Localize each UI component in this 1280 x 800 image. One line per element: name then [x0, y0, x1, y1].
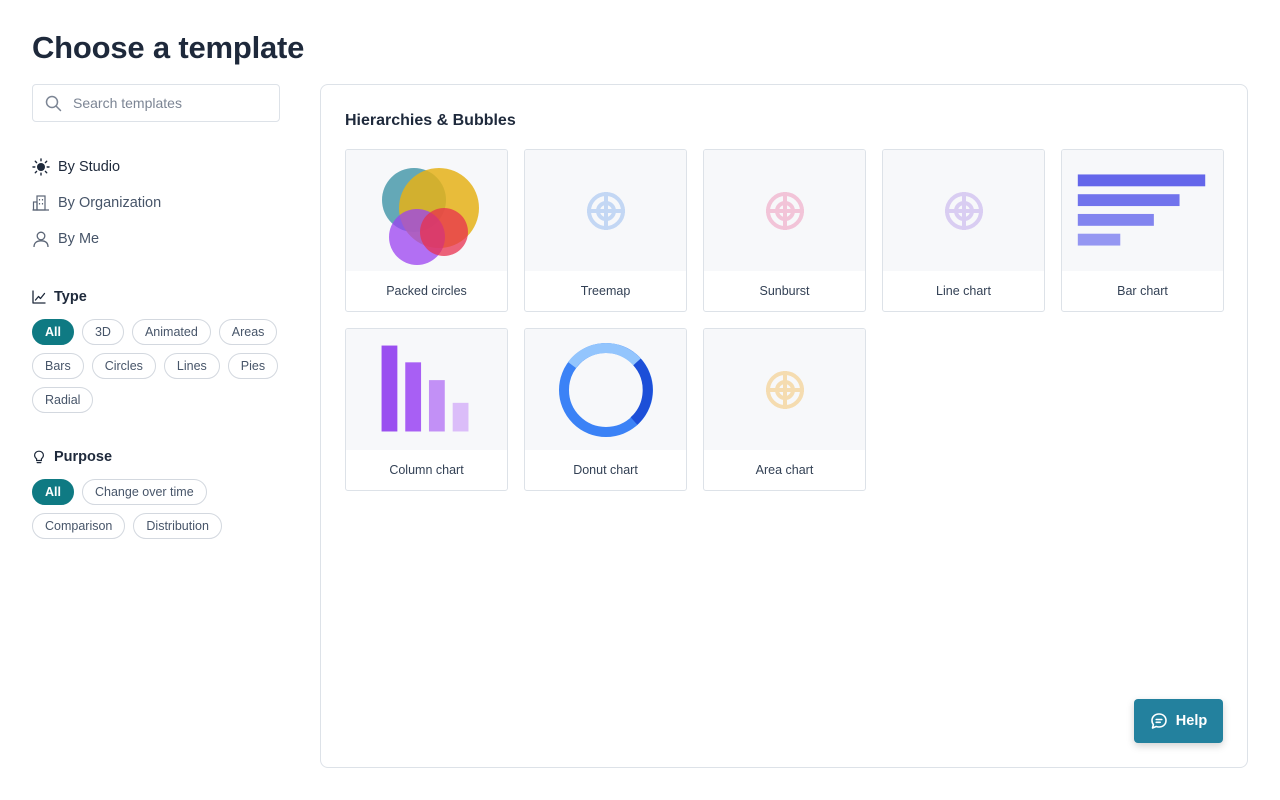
- template-label: Area chart: [755, 463, 814, 477]
- page-title: Choose a template: [32, 30, 305, 65]
- template-label: Donut chart: [573, 463, 638, 477]
- chip-purpose-comparison[interactable]: Comparison: [32, 513, 126, 539]
- chip-type-circles[interactable]: Circles: [91, 353, 156, 379]
- line-chart-icon: [32, 290, 46, 304]
- template-card-bar-chart[interactable]: Bar chart: [1061, 149, 1224, 312]
- crosshair-icon: [883, 150, 1044, 271]
- purpose-heading: Purpose: [32, 447, 280, 467]
- template-card-donut-chart[interactable]: Donut chart: [524, 328, 687, 491]
- template-label: Bar chart: [1117, 284, 1168, 298]
- bar-chart-thumbnail: [1062, 150, 1223, 271]
- nav-by-organization[interactable]: By Organization: [32, 185, 280, 221]
- crosshair-icon: [704, 329, 865, 450]
- nav-label: By Organization: [58, 195, 162, 211]
- type-chips: All 3D Animated Areas Bars Circles Lines…: [32, 319, 282, 413]
- column-chart-thumbnail: [346, 329, 507, 450]
- type-heading: Type: [32, 287, 280, 307]
- template-label: Treemap: [580, 284, 631, 298]
- chip-type-animated[interactable]: Animated: [131, 319, 211, 345]
- help-label: Help: [1175, 713, 1208, 729]
- nav-label: By Studio: [58, 159, 121, 175]
- user-icon: [32, 230, 50, 248]
- template-card-area-chart[interactable]: Area chart: [703, 328, 866, 491]
- sidebar: By Studio By Organization B: [32, 84, 280, 539]
- chip-type-areas[interactable]: Areas: [218, 319, 278, 345]
- template-label: Line chart: [936, 284, 991, 298]
- lightbulb-icon: [32, 450, 46, 464]
- crosshair-icon: [704, 150, 865, 271]
- template-card-packed-circles[interactable]: Packed circles: [345, 149, 508, 312]
- chip-type-pies[interactable]: Pies: [227, 353, 279, 379]
- templates-panel: Hierarchies & Bubbles Packed circles: [320, 84, 1248, 768]
- template-label: Packed circles: [386, 284, 467, 298]
- nav-label: By Me: [58, 231, 100, 247]
- chip-type-bars[interactable]: Bars: [32, 353, 84, 379]
- nav-by-studio[interactable]: By Studio: [32, 149, 280, 185]
- nav-by-me[interactable]: By Me: [32, 221, 280, 257]
- chip-type-lines[interactable]: Lines: [163, 353, 220, 379]
- template-card-sunburst[interactable]: Sunburst: [703, 149, 866, 312]
- crosshair-icon: [525, 150, 686, 271]
- search-input[interactable]: [73, 95, 253, 111]
- chip-type-3d[interactable]: 3D: [81, 319, 124, 345]
- search-box[interactable]: [32, 84, 280, 122]
- donut-chart-thumbnail: [525, 329, 686, 450]
- template-label: Sunburst: [759, 284, 810, 298]
- template-card-column-chart[interactable]: Column chart: [345, 328, 508, 491]
- type-filter: Type All 3D Animated Areas Bars Circles …: [32, 287, 280, 413]
- purpose-chips: All Change over time Comparison Distribu…: [32, 479, 282, 539]
- template-card-treemap[interactable]: Treemap: [524, 149, 687, 312]
- purpose-filter: Purpose All Change over time Comparison …: [32, 447, 280, 539]
- chip-type-radial[interactable]: Radial: [32, 387, 94, 413]
- chat-bubble-icon: [1150, 712, 1168, 730]
- packed-circles-thumbnail: [346, 150, 507, 271]
- sun-icon: [32, 158, 50, 176]
- template-grid: Packed circles Treemap Sunburst: [345, 149, 1224, 491]
- section-title: Hierarchies & Bubbles: [345, 112, 516, 129]
- chip-purpose-change-over-time[interactable]: Change over time: [81, 479, 207, 505]
- chip-type-all[interactable]: All: [32, 319, 74, 345]
- help-button[interactable]: Help: [1134, 699, 1223, 743]
- source-nav: By Studio By Organization B: [32, 149, 280, 257]
- chip-purpose-all[interactable]: All: [32, 479, 74, 505]
- template-card-line-chart[interactable]: Line chart: [882, 149, 1045, 312]
- template-label: Column chart: [389, 463, 464, 477]
- chip-purpose-distribution[interactable]: Distribution: [133, 513, 222, 539]
- search-icon: [45, 95, 62, 111]
- building-icon: [32, 194, 50, 212]
